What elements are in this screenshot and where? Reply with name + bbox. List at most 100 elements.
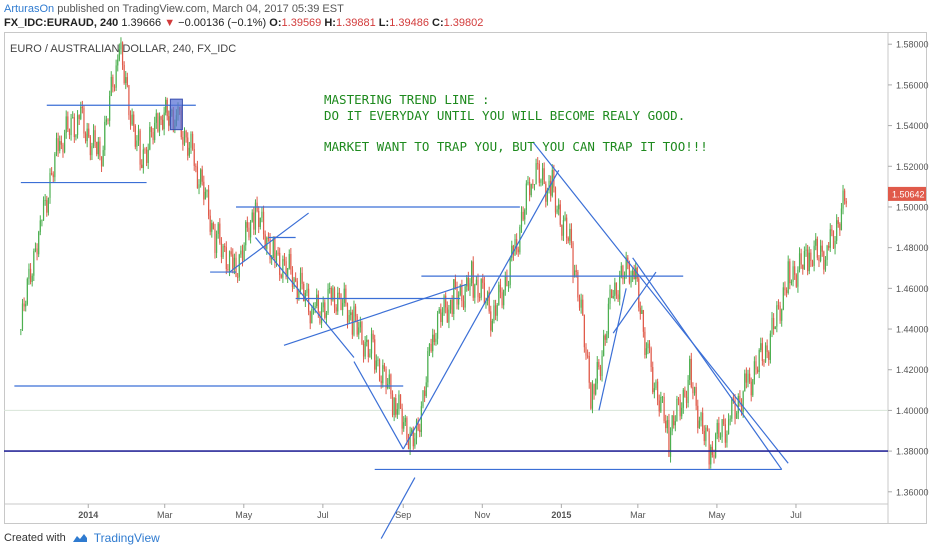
candle-body [596, 362, 598, 384]
candle-body [824, 259, 827, 270]
candle-body [155, 113, 157, 123]
candle-body [337, 292, 339, 312]
candle-body [826, 245, 828, 260]
candle-body [436, 313, 439, 339]
candle-body [105, 119, 107, 122]
candle-body [736, 413, 738, 419]
candle-body [137, 130, 140, 141]
candle-body [435, 338, 437, 343]
candle-body [109, 95, 111, 121]
candle-body [645, 348, 648, 355]
candle-body [285, 261, 287, 277]
candle-body [653, 388, 655, 393]
candle-body [324, 302, 326, 318]
candle-body [535, 163, 537, 185]
y-tick-label: 1.54000 [896, 121, 929, 131]
candle-body [745, 373, 747, 383]
candle-body [188, 147, 190, 156]
y-tick-label: 1.36000 [896, 487, 929, 497]
x-tick-label: Jul [790, 510, 802, 520]
candle-body [139, 130, 141, 165]
candle-body [652, 367, 654, 393]
candle-body [764, 345, 767, 362]
candle-body [541, 168, 544, 180]
candle-body [86, 128, 88, 142]
candle-body [446, 307, 448, 323]
candle-body [280, 274, 282, 278]
candle-body [246, 222, 248, 228]
candle-body [113, 86, 116, 88]
candle-body [777, 305, 780, 307]
candle-body [34, 248, 37, 252]
candle-body [842, 190, 844, 209]
candle-body [794, 266, 796, 275]
candle-body [136, 140, 138, 147]
candle-body [744, 373, 746, 392]
candle-body [396, 409, 398, 415]
candle-body [666, 420, 668, 429]
candle-body [690, 358, 692, 387]
candle-body [834, 240, 836, 249]
candle-body [209, 215, 211, 232]
published-text: published on TradingView.com, March 04, … [57, 3, 344, 15]
candle-body [419, 429, 421, 433]
candle-body [430, 343, 432, 352]
candle-body [277, 252, 279, 254]
candle-body [453, 279, 455, 315]
candle-body [718, 422, 720, 438]
candle-body [348, 315, 350, 323]
chart-frame[interactable] [4, 32, 927, 524]
candle-body [382, 365, 384, 384]
candle-body [342, 302, 344, 310]
candle-body [91, 146, 93, 156]
candle-body [548, 180, 550, 191]
candle-body [165, 99, 167, 113]
candle-body [532, 183, 534, 185]
candle-body [669, 431, 672, 457]
candle-body [625, 257, 627, 277]
tradingview-brand-link[interactable]: TradingView [93, 531, 160, 545]
candle-body [582, 299, 584, 316]
candle-body [191, 133, 194, 149]
y-tick-label: 1.38000 [896, 447, 929, 457]
candle-body [220, 242, 223, 258]
candle-body [650, 348, 652, 368]
y-tick-label: 1.40000 [896, 406, 929, 416]
candle-body [49, 173, 51, 198]
candle-body [768, 352, 770, 360]
candle-body [703, 431, 705, 442]
candle-body [469, 283, 471, 291]
candle-body [529, 182, 531, 196]
candle-body [614, 282, 616, 296]
candle-body [732, 398, 735, 400]
candle-body [713, 454, 715, 458]
candle-body [200, 169, 202, 185]
x-tick-label: Sep [395, 510, 411, 520]
candle-body [475, 279, 478, 285]
candle-body [622, 265, 624, 280]
trend-line [632, 257, 783, 470]
candle-body [118, 49, 120, 60]
candle-body [498, 284, 500, 305]
candle-body [70, 118, 72, 136]
candle-body [254, 202, 257, 230]
candle-body [771, 317, 773, 334]
candle-body [304, 292, 306, 302]
candle-body [638, 278, 640, 308]
candle-body [731, 398, 733, 419]
candle-body [761, 343, 763, 361]
candle-body [415, 420, 418, 439]
candle-body [593, 384, 595, 395]
candle-body [193, 148, 195, 166]
candle-body [204, 191, 207, 200]
candle-body [459, 285, 461, 295]
candle-body [219, 223, 221, 243]
candle-body [628, 263, 631, 283]
candle-body [499, 284, 502, 293]
chart-title: EURO / AUSTRALIAN DOLLAR, 240, FX_IDC [10, 43, 237, 55]
username-link[interactable]: ArturasOn [4, 3, 55, 15]
candle-body [76, 115, 79, 135]
candle-body [152, 132, 154, 141]
candle-body [506, 275, 508, 286]
